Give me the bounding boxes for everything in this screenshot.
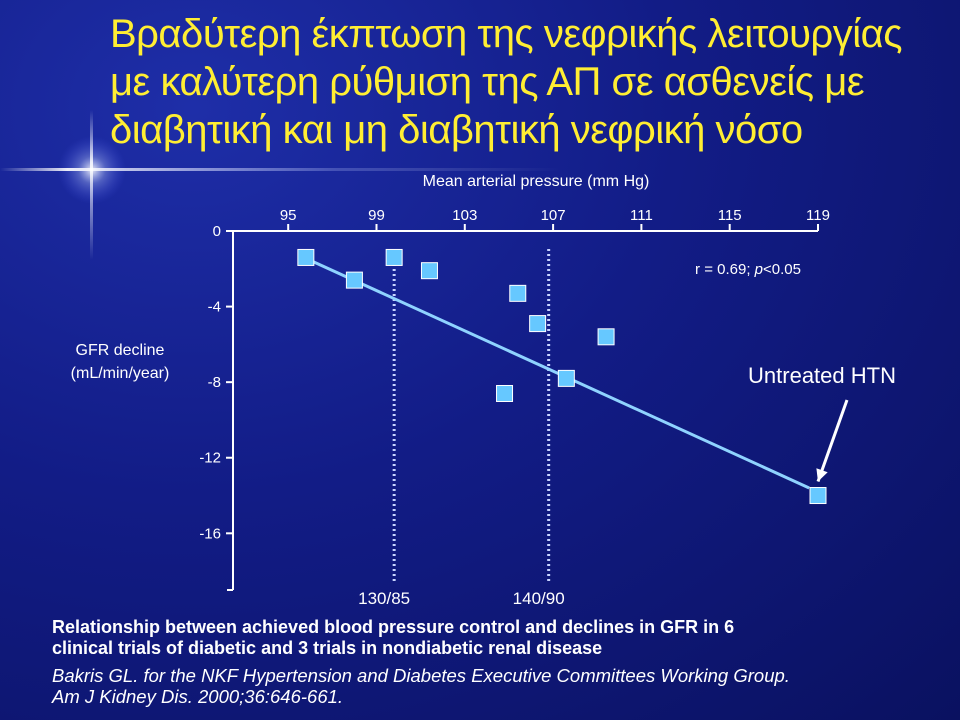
data-point-7	[529, 315, 547, 333]
citation-line-2: Am J Kidney Dis. 2000;36:646-661.	[52, 686, 344, 707]
y-tick-label--8: -8	[208, 374, 221, 391]
x-tick-label-99: 99	[368, 207, 385, 224]
data-point-4	[420, 262, 438, 280]
y-tick-label-0: 0	[213, 223, 221, 240]
slide-title-line-1: Βραδύτερη έκπτωση της νεφρικής λειτουργί…	[110, 12, 903, 56]
reference-line-label-2: 140/90	[513, 589, 565, 608]
data-point-1	[297, 248, 315, 266]
slide-title: Βραδύτερη έκπτωση της νεφρικής λειτουργί…	[110, 10, 940, 154]
x-tick-label-95: 95	[280, 207, 297, 224]
annotation-group: Untreated HTN	[748, 363, 896, 483]
data-point-2	[345, 271, 363, 289]
y-tick-label--16: -16	[199, 525, 221, 542]
x-tick-label-107: 107	[541, 207, 566, 224]
y-axis-title-line-2: (mL/min/year)	[71, 365, 170, 382]
x-tick-label-119: 119	[806, 207, 830, 224]
data-points	[297, 248, 827, 505]
annotation-arrow-head	[816, 468, 828, 482]
data-point-9	[597, 328, 615, 346]
data-point-3	[385, 248, 403, 266]
x-tick-label-103: 103	[452, 207, 477, 224]
annotation-arrow-shaft	[816, 399, 849, 483]
data-point-5	[496, 384, 514, 402]
x-tick-label-115: 115	[718, 207, 742, 224]
reference-lines: 130/85 140/90	[358, 249, 565, 608]
chart-axes: 95 99 103 107 111 115 119 0 -4 -8 -12 -16	[199, 207, 830, 591]
figure-caption: Relationship between achieved blood pres…	[52, 617, 932, 659]
correlation-label: r = 0.69; p<0.05	[695, 261, 801, 278]
caption-line-2: clinical trials of diabetic and 3 trials…	[52, 638, 603, 658]
slide-title-line-3: διαβητική και μη διαβητική νεφρική νόσο	[110, 108, 803, 152]
x-tick-label-111: 111	[630, 207, 653, 224]
y-tick-label--12: -12	[199, 450, 221, 467]
data-point-8	[557, 369, 575, 387]
caption-line-1: Relationship between achieved blood pres…	[52, 617, 735, 637]
citation: Bakris GL. for the NKF Hypertension and …	[52, 665, 952, 707]
y-tick-label--4: -4	[208, 299, 221, 316]
data-point-6	[509, 284, 527, 302]
x-axis-title: Mean arterial pressure (mm Hg)	[423, 173, 650, 190]
data-point-10	[809, 487, 827, 505]
y-axis-title-line-1: GFR decline	[76, 342, 165, 359]
reference-line-label-1: 130/85	[358, 589, 410, 608]
untreated-htn-label: Untreated HTN	[748, 363, 896, 388]
citation-line-1: Bakris GL. for the NKF Hypertension and …	[52, 665, 790, 686]
slide-title-line-2: με καλύτερη ρύθμιση της ΑΠ σε ασθενείς μ…	[110, 60, 865, 104]
